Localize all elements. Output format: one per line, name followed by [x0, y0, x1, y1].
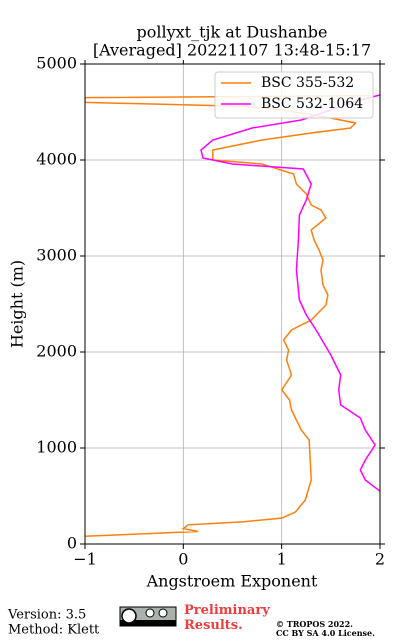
y-tick-label: 5000	[36, 54, 77, 73]
cc-logo	[119, 606, 177, 627]
preliminary: Preliminary Results.	[184, 603, 270, 633]
chart-title: pollyxt_tjk at Dushanbe	[136, 23, 327, 42]
y-axis-label: Height (m)	[8, 260, 27, 348]
cc-circle	[121, 608, 137, 624]
by-circle	[145, 608, 155, 618]
series-line	[85, 94, 371, 538]
legend-label: BSC 355-532	[261, 75, 354, 91]
x-axis-label: Angstroem Exponent	[146, 572, 318, 591]
x-tick-label: 1	[277, 550, 287, 569]
x-tick-label: −1	[73, 550, 97, 569]
copyright: © TROPOS 2022.	[276, 619, 353, 629]
plot-frame	[84, 63, 381, 545]
method: Method: Klett	[8, 623, 100, 638]
legend-box	[214, 71, 374, 119]
y-tick-label: 0	[67, 534, 77, 553]
chart-subtitle: [Averaged] 20221107 13:48-15:17	[93, 41, 371, 60]
x-tick-label: 0	[178, 550, 188, 569]
y-tick-label: 2000	[36, 342, 77, 361]
legend-label: BSC 532-1064	[261, 96, 363, 112]
cc-badge-band	[120, 620, 176, 626]
series-group	[85, 94, 380, 538]
license: CC BY SA 4.0 License.	[276, 628, 375, 638]
version: Version: 3.5	[7, 608, 86, 623]
y-tick-label: 3000	[36, 246, 77, 265]
sa-circle	[158, 608, 168, 618]
y-tick-label: 1000	[36, 438, 77, 457]
y-tick-label: 4000	[36, 150, 77, 169]
x-tick-label: 2	[375, 550, 385, 569]
series-line	[200, 94, 380, 492]
